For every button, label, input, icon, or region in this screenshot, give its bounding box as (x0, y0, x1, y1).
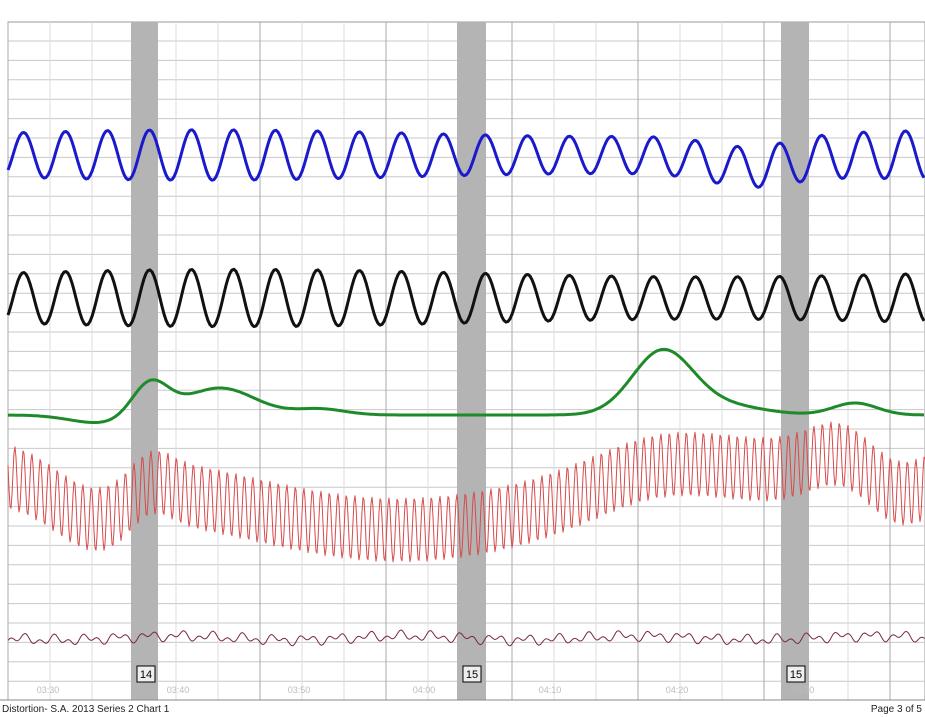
marker-box (462, 665, 482, 683)
marker-box (786, 665, 806, 683)
marker-box (136, 665, 156, 683)
time-label: 04:20 (666, 685, 689, 695)
time-label: 04:00 (413, 685, 436, 695)
waveforms (6, 128, 925, 647)
question-band (457, 22, 486, 700)
marker-label: 15 (466, 669, 478, 681)
footer-left: Distortion- S.A. 2013 Series 2 Chart 1 (2, 704, 170, 715)
question-band (131, 22, 158, 700)
time-label: 04:10 (539, 685, 562, 695)
question-markers: 14 15 15 (136, 665, 806, 683)
respiration-lower (6, 267, 925, 329)
time-label: 03:40 (167, 685, 190, 695)
marker-label: 14 (140, 669, 152, 681)
footer-right: Page 3 of 5 (871, 704, 923, 715)
movement-sensor (7, 629, 925, 647)
respiration-upper (6, 128, 925, 189)
question-band (781, 22, 809, 700)
marker-label: 15 (790, 669, 802, 681)
time-label: 04:30 (792, 685, 815, 695)
time-label: 03:30 (37, 685, 60, 695)
electrodermal (8, 347, 924, 424)
cardio (7, 421, 925, 563)
time-labels: 03:30 03:40 03:50 04:00 04:10 04:20 04:3… (37, 685, 815, 695)
time-label: 03:50 (288, 685, 311, 695)
